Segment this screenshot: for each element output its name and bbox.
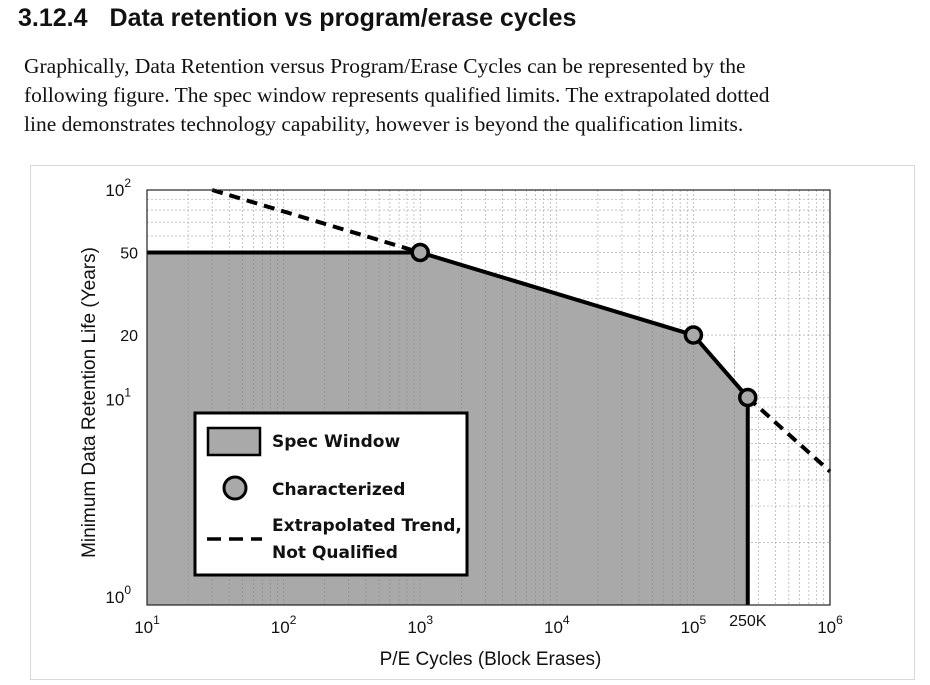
extrapolated-trend-line xyxy=(211,188,421,255)
x-tick-label-250k: 250K xyxy=(729,613,767,630)
x-tick-label: 106 xyxy=(817,613,843,637)
extrapolated-trend-line xyxy=(746,396,832,473)
y-tick-label: 20 xyxy=(120,328,138,345)
legend-swatch-characterized xyxy=(222,475,248,501)
legend-label: Characterized xyxy=(272,480,405,500)
x-tick-label: 104 xyxy=(544,613,570,637)
x-tick-label: 105 xyxy=(681,613,707,637)
y-tick-label: 101 xyxy=(105,386,131,410)
paragraph-line: following figure. The spec window repres… xyxy=(24,83,770,107)
characterized-point xyxy=(683,325,704,345)
section-number: 3.12.4 xyxy=(18,4,88,32)
figure-frame xyxy=(30,165,915,680)
intro-paragraph: Graphically, Data Retention versus Progr… xyxy=(24,52,914,139)
legend-label: Not Qualified xyxy=(272,543,398,563)
y-tick-label: 100 xyxy=(105,583,131,607)
legend: Spec Window Characterized Extrapolated Tre… xyxy=(193,411,469,577)
paragraph-line: line demonstrates technology capability,… xyxy=(24,112,744,136)
x-tick-label: 103 xyxy=(407,613,433,637)
y-axis-label: Minimum Data Retention Life (Years) xyxy=(79,247,100,558)
characterized-point xyxy=(738,387,758,408)
paragraph-line: Graphically, Data Retention versus Progr… xyxy=(24,54,746,78)
legend-label: Extrapolated Trend, xyxy=(272,516,462,536)
x-tick-label: 101 xyxy=(134,613,160,637)
y-tick-label: 102 xyxy=(105,176,131,200)
section-title: Data retention vs program/erase cycles xyxy=(109,4,577,32)
x-tick-label: 102 xyxy=(271,613,297,637)
legend-swatch-spec-window xyxy=(206,426,262,457)
section-heading: 3.12.4 Data retention vs program/erase cy… xyxy=(18,4,576,33)
y-tick-label: 50 xyxy=(120,245,138,262)
x-axis-label: P/E Cycles (Block Erases) xyxy=(380,649,602,670)
plot-frame xyxy=(146,189,831,606)
legend-label: Spec Window xyxy=(272,432,400,452)
characterized-point xyxy=(410,242,430,263)
